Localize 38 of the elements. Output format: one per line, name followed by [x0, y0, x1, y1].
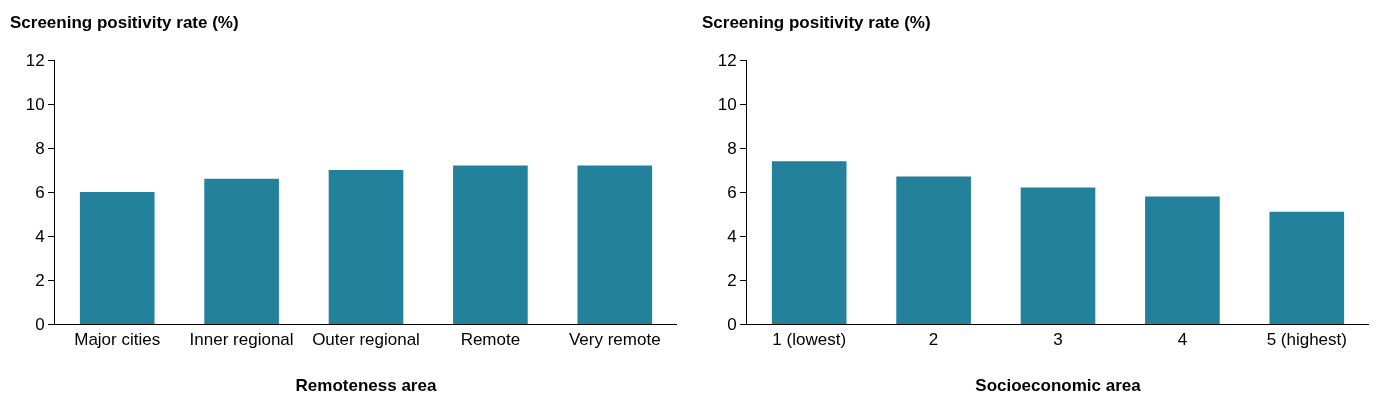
x-tick-label: Outer regional	[312, 330, 420, 350]
y-tick-label: 12	[717, 50, 737, 70]
x-axis-title: Remoteness area	[295, 375, 437, 395]
bar	[453, 165, 528, 324]
bar	[204, 178, 279, 324]
y-tick-label: 0	[35, 314, 45, 334]
bar	[79, 192, 155, 324]
bar	[771, 161, 847, 324]
bar	[1020, 187, 1096, 324]
y-tick-label: 12	[25, 50, 45, 70]
bar	[1269, 211, 1345, 324]
x-tick-label: 3	[1053, 330, 1063, 350]
y-tick-label: 4	[727, 226, 737, 246]
bar	[328, 170, 404, 324]
x-tick-label: 2	[928, 330, 939, 350]
y-tick-label: 8	[35, 138, 45, 158]
y-tick-label: 10	[25, 94, 45, 114]
y-axis-title: Screening positivity rate (%)	[702, 13, 931, 32]
bar	[896, 176, 971, 324]
x-tick-label: Major cities	[74, 330, 161, 350]
x-tick-label: Remote	[460, 330, 521, 350]
y-tick-label: 0	[727, 314, 737, 334]
y-tick-label: 2	[35, 270, 45, 290]
x-tick-label: Very remote	[568, 330, 661, 350]
y-tick-label: 6	[727, 182, 737, 202]
x-axis-title: Socioeconomic area	[975, 375, 1142, 395]
x-tick-label: 4	[1177, 330, 1188, 350]
y-tick-label: 8	[727, 138, 737, 158]
y-tick-label: 2	[727, 270, 737, 290]
bar	[1145, 196, 1220, 324]
x-tick-label: Inner regional	[189, 330, 294, 350]
y-tick-label: 6	[35, 182, 45, 202]
y-tick-label: 4	[35, 226, 45, 246]
bar	[577, 165, 653, 324]
x-tick-label: 5 (highest)	[1266, 330, 1347, 350]
x-tick-label: 1 (lowest)	[772, 330, 847, 350]
y-axis-title: Screening positivity rate (%)	[10, 13, 239, 32]
y-tick-label: 10	[717, 94, 737, 114]
